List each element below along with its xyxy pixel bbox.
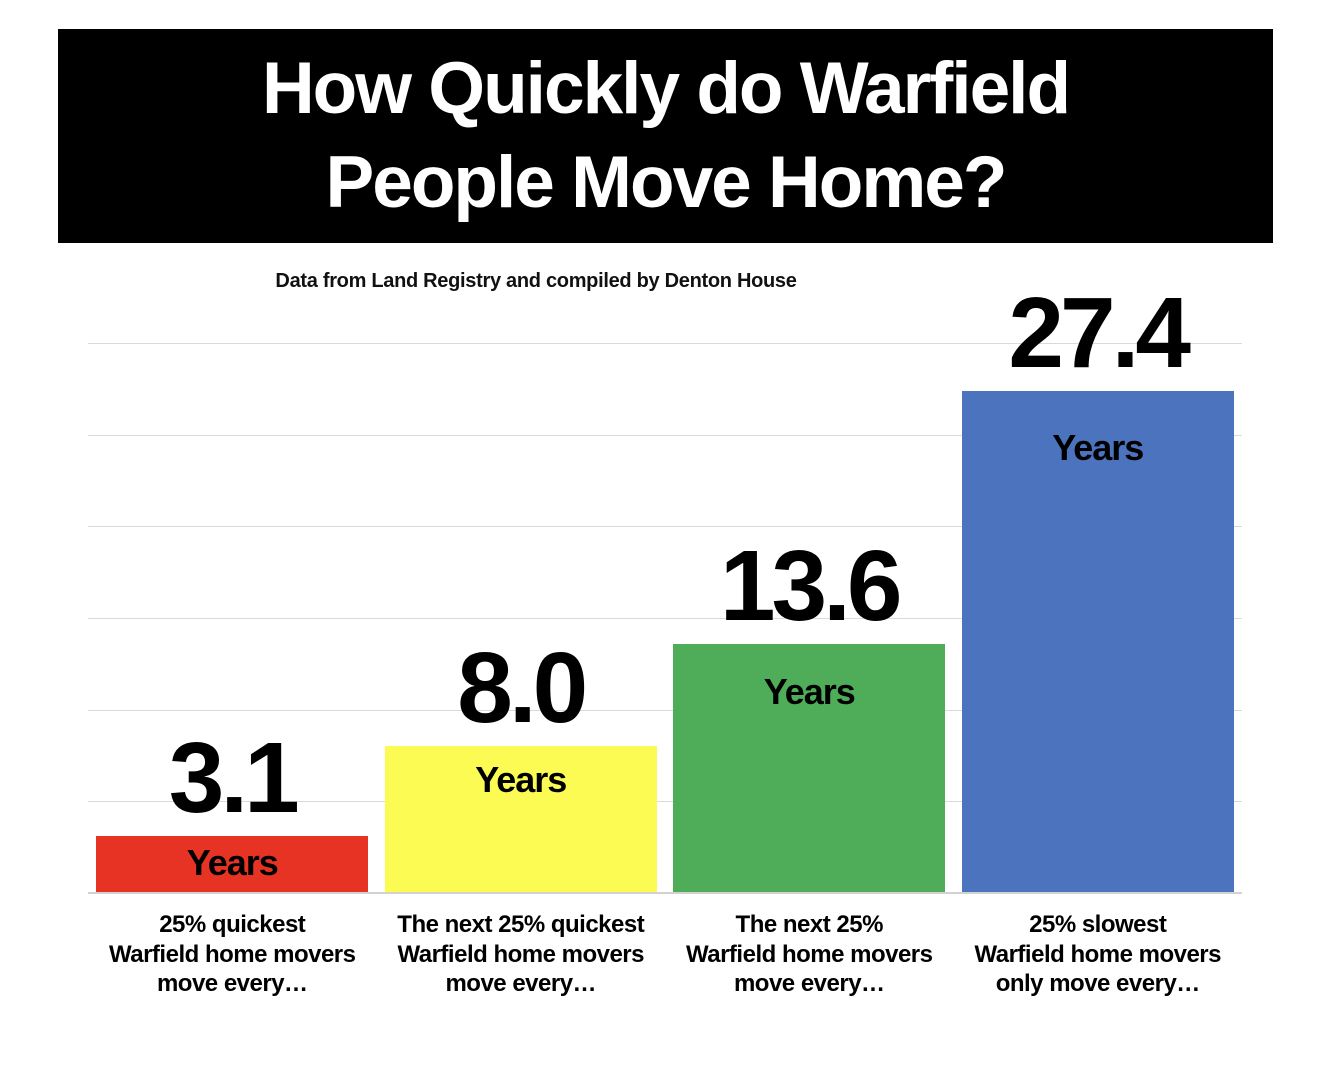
x-axis-baseline — [88, 892, 1242, 894]
page-title: How Quickly do Warfield People Move Home… — [261, 48, 1071, 223]
category-label-next-25: The next 25% Warfield home movers move e… — [685, 911, 933, 997]
category-label-slowest-25: 25% slowest Warfield home movers only mo… — [974, 911, 1221, 997]
bar-slowest-25: Years — [961, 390, 1234, 892]
bar-unit-label: Years — [186, 842, 279, 884]
bar-quickest-25: Years — [96, 836, 369, 892]
bar-unit-label: Years — [1052, 426, 1144, 468]
gridline-20 — [88, 526, 1242, 528]
gridline-5 — [88, 801, 1242, 803]
gridline-10 — [88, 709, 1242, 711]
title-banner: How Quickly do Warfield People Move Home… — [58, 29, 1273, 243]
value-label-next-25: 13.6 — [719, 529, 903, 642]
category-label-quickest-25: 25% quickest Warfield home movers move e… — [108, 911, 356, 997]
value-label-next-25-quickest: 8.0 — [457, 632, 588, 745]
chart-subtitle: Data from Land Registry and compiled by … — [275, 270, 797, 292]
category-label-next-25-quickest: The next 25% quickest Warfield home move… — [397, 911, 645, 997]
gridline-25 — [88, 434, 1242, 436]
gridline-15 — [88, 618, 1242, 619]
bar-unit-label: Years — [763, 670, 856, 712]
bar-next-25-quickest: Years — [384, 746, 657, 892]
gridline-30 — [88, 343, 1242, 344]
value-label-quickest-25: 3.1 — [168, 722, 300, 835]
bar-unit-label: Years — [475, 759, 567, 801]
bar-next-25: Years — [673, 643, 946, 892]
value-label-slowest-25: 27.4 — [1008, 276, 1191, 389]
